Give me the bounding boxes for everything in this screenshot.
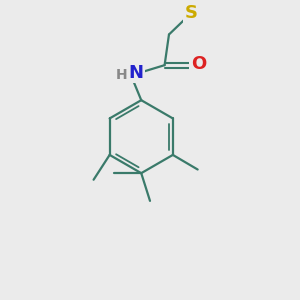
Text: H: H (116, 68, 127, 83)
Text: S: S (184, 4, 197, 22)
Text: O: O (191, 55, 206, 73)
Text: N: N (129, 64, 144, 82)
